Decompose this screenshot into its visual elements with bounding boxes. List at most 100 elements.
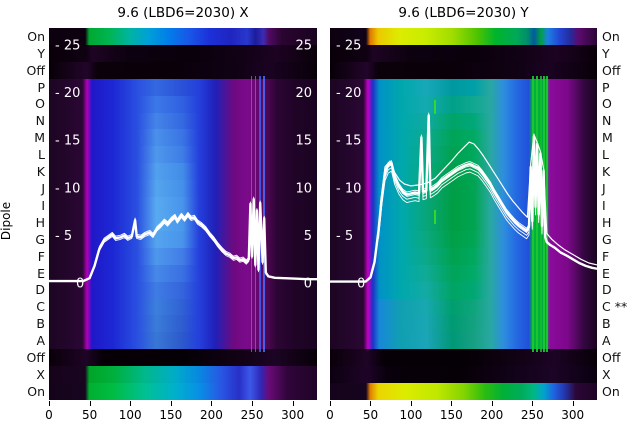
row-label-off-19: Off [602,350,621,366]
row-label-on-0: On [602,28,620,44]
inner-ytick-left: - 5 [336,229,353,244]
heatmap-row-on-0 [330,28,597,46]
row-label-y-1: Y [37,45,45,61]
row-label-n-5: N [602,113,612,129]
heatmap-row-d-15 [330,281,597,300]
row-label-e-14: E [37,265,45,281]
x-axis: 0 50 100 150 200 250 300 0 50 100 150 200 250 300 [0,400,640,430]
x-tick-mark [89,401,91,406]
x-tick-label: 300 [561,408,585,422]
heatmap-row-on-0 [49,28,317,46]
row-label-l-7: L [602,147,609,163]
heatmap-row-l-7 [330,146,597,164]
inner-ytick-left: - 10 [336,181,361,196]
signal-curve-main [49,197,317,283]
x-tick-label: 250 [240,408,264,422]
inner-ytick-right: 10 [295,181,312,196]
x-tick-mark [451,401,453,406]
row-label-e-14: E [602,265,610,281]
heatmap-row-e-14 [49,264,317,283]
row-label-p-3: P [37,79,45,95]
row-label-i-10: I [602,197,606,213]
heatmap-row-on-21 [49,383,317,400]
heatmap-row-c-16 [49,298,317,316]
row-label-p-3: P [602,79,610,95]
row-label-f-13: F [37,248,45,264]
heatmap-row-m-6 [330,129,597,147]
heatmap-row-o-4 [49,95,317,114]
row-label-b-17: B [36,316,45,332]
x-tick-label: 100 [118,408,142,422]
row-label-a-18: A [602,333,611,349]
heatmap-row-g-12 [330,230,597,249]
row-label-on-0: On [27,28,45,44]
heatmap-row-off-19 [330,349,597,367]
row-label-n-5: N [35,113,45,129]
heatmap-row-m-6 [49,129,317,147]
heatmap-row-e-14 [330,264,597,283]
row-label-x-20: X [602,366,611,382]
heatmap-row-l-7 [49,146,317,164]
row-label-g-12: G [602,231,612,247]
inner-ytick-zero-right: 0 [304,277,312,292]
inner-ytick-left: - 10 [55,181,80,196]
heatmap-row-off-2 [330,61,597,80]
row-label-m-6: M [602,130,613,146]
row-label-f-13: F [602,248,610,264]
row-label-j-9: J [41,180,45,196]
row-label-o-4: O [602,96,612,112]
curve-overlay: - 25 25 - 20 20 - 15 15 - 10 10 - 5 5 0 0 [49,39,317,292]
x-tick-label: 200 [199,408,223,422]
inner-ytick-left: - 20 [336,86,361,101]
heatmap-panel-x: - 25 25 - 20 20 - 15 15 - 10 10 - 5 5 0 0 [49,28,317,400]
heatmap-row-x-20 [49,366,317,384]
x-tick-label: 50 [362,408,379,422]
inner-ytick-zero-left: 0 [76,277,84,292]
x-tick-mark [410,401,412,406]
heatmap-row-n-5 [330,112,597,130]
row-label-x-20: X [36,366,45,382]
x-tick-mark [491,401,493,406]
heatmap-row-off-2 [49,61,317,80]
row-label-y-1: Y [602,45,610,61]
inner-ytick-left: - 15 [55,134,80,149]
vertical-stripe [434,210,437,224]
row-label-k-8: K [36,164,45,180]
heatmap-row-off-19 [49,349,317,367]
x-tick-mark [252,401,254,406]
x-tick-label: 50 [81,408,98,422]
row-label-g-12: G [35,231,45,247]
inner-ytick-left: - 25 [336,39,361,54]
heatmap-row-p-3 [49,78,317,97]
x-tick-mark [532,401,534,406]
heatmap-row-a-18 [330,332,597,350]
row-label-a-18: A [36,333,45,349]
heatmap-panel-y: - 25 - 20 - 15 - 10 - 5 0 [330,28,597,400]
signal-curve-bundle [378,123,545,240]
row-label-h-11: H [35,214,45,230]
x-tick-label: 300 [281,408,305,422]
heatmap-row-f-13 [330,247,597,266]
inner-ytick-left: - 20 [55,86,80,101]
x-tick-mark [130,401,132,406]
row-label-l-7: L [38,147,45,163]
heatmap-row-a-18 [49,332,317,350]
x-tick-mark [572,401,574,406]
row-label-on-21: On [27,383,45,399]
x-tick-mark [211,401,213,406]
inner-ytick-right: 20 [295,86,312,101]
x-tick-mark [170,401,172,406]
heatmap-row-n-5 [49,112,317,130]
x-tick-label: 250 [520,408,544,422]
vertical-stripe [546,76,549,352]
inner-ytick-zero-left: 0 [357,277,365,292]
heatmap-row-on-21 [330,383,597,400]
curve-overlay: - 25 - 20 - 15 - 10 - 5 0 [330,39,597,292]
row-label-off-2: Off [602,62,621,78]
inner-ytick-left: - 5 [55,229,72,244]
heatmap-row-y-1 [49,44,317,63]
row-label-c-16: C ** [602,299,628,315]
inner-ytick-right: 25 [295,39,312,54]
signal-curve-main [330,114,597,283]
